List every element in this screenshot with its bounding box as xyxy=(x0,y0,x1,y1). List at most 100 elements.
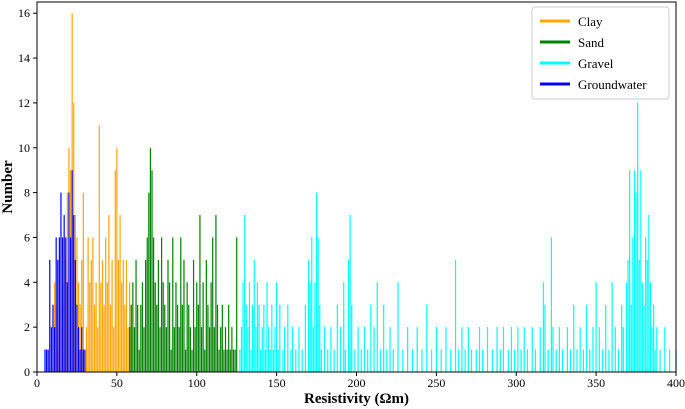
bar-clay xyxy=(93,304,96,372)
bar-gravel xyxy=(638,259,640,372)
bar-sand xyxy=(231,327,233,372)
bar-sand xyxy=(200,327,203,372)
bar-gravel xyxy=(357,327,359,372)
bar-sand xyxy=(133,327,136,372)
bar-clay xyxy=(116,147,118,372)
y-tick-label: 8 xyxy=(24,186,30,200)
bar-gravel xyxy=(470,349,473,372)
bar-sand xyxy=(228,304,230,372)
bar-gravel xyxy=(367,349,369,372)
x-axis-label: Resistivity (Ωm) xyxy=(304,391,409,407)
bar-gravel xyxy=(421,349,423,372)
bar-clay xyxy=(127,327,129,372)
bar-groundwater xyxy=(81,327,83,372)
bar-gravel xyxy=(534,349,537,372)
bar-gravel xyxy=(276,282,278,372)
bar-sand xyxy=(236,237,238,372)
bar-sand xyxy=(132,282,134,372)
bar-clay xyxy=(76,237,78,372)
x-tick-label: 0 xyxy=(34,376,40,390)
bar-gravel xyxy=(651,327,653,372)
bar-gravel xyxy=(507,349,509,372)
bar-clay xyxy=(90,259,92,372)
bar-gravel xyxy=(351,304,353,372)
bar-clay xyxy=(100,282,102,372)
bar-gravel xyxy=(258,304,260,372)
bar-clay xyxy=(101,259,104,372)
bar-clay xyxy=(106,282,108,372)
legend-label-gravel: Gravel xyxy=(578,56,614,71)
bar-gravel xyxy=(344,349,346,372)
bar-sand xyxy=(161,237,163,372)
bar-groundwater xyxy=(71,170,73,372)
bar-gravel xyxy=(544,304,546,372)
y-tick-label: 4 xyxy=(24,275,30,289)
bar-gravel xyxy=(386,349,388,372)
bar-sand xyxy=(173,327,175,372)
bar-clay xyxy=(79,304,81,372)
bar-gravel xyxy=(411,349,414,372)
bar-gravel xyxy=(486,327,489,372)
bar-gravel xyxy=(445,327,447,372)
bar-sand xyxy=(199,215,201,372)
bar-gravel xyxy=(320,349,322,372)
bar-gravel xyxy=(547,349,549,372)
bar-clay xyxy=(121,282,123,372)
bar-gravel xyxy=(245,304,247,372)
bar-gravel xyxy=(402,349,404,372)
bar-gravel xyxy=(290,349,292,372)
y-tick-label: 12 xyxy=(18,96,30,110)
bar-sand xyxy=(208,327,211,372)
bar-gravel xyxy=(649,282,652,372)
bar-gravel xyxy=(502,327,505,372)
bar-sand xyxy=(159,327,161,372)
bar-gravel xyxy=(664,327,666,372)
bar-sand xyxy=(162,282,164,372)
bar-gravel xyxy=(240,327,243,372)
bar-sand xyxy=(164,304,166,372)
bar-sand xyxy=(135,259,137,372)
bar-clay xyxy=(119,215,121,372)
bar-gravel xyxy=(373,327,375,372)
bar-clay xyxy=(97,327,99,372)
bar-sand xyxy=(148,192,150,372)
bar-sand xyxy=(146,237,148,372)
bar-clay xyxy=(109,304,112,372)
bar-gravel xyxy=(327,349,329,372)
bar-gravel xyxy=(633,170,636,372)
bar-gravel xyxy=(520,349,522,372)
bar-clay xyxy=(114,170,116,372)
bar-gravel xyxy=(552,327,554,372)
x-tick-label: 100 xyxy=(188,376,206,390)
bar-sand xyxy=(197,304,199,372)
bar-gravel xyxy=(315,192,318,372)
bar-groundwater xyxy=(63,215,65,372)
bar-groundwater xyxy=(79,349,81,372)
bar-gravel xyxy=(585,304,588,372)
bar-gravel xyxy=(654,349,656,372)
bar-sand xyxy=(181,304,183,372)
bar-gravel xyxy=(531,327,533,372)
bar-gravel xyxy=(253,259,255,372)
legend-box xyxy=(531,6,670,100)
bar-sand xyxy=(145,259,147,372)
bar-gravel xyxy=(454,259,457,372)
bar-gravel xyxy=(244,215,246,372)
bar-gravel xyxy=(301,349,303,372)
bar-gravel xyxy=(598,327,600,372)
bar-gravel xyxy=(269,349,271,372)
bar-groundwater xyxy=(68,192,70,372)
bar-gravel xyxy=(430,349,433,372)
bar-sand xyxy=(207,304,209,372)
bar-clay xyxy=(82,192,84,372)
bar-groundwater xyxy=(58,237,60,372)
bar-clay xyxy=(111,259,113,372)
bar-gravel xyxy=(282,349,284,372)
bar-sand xyxy=(213,327,215,372)
bar-gravel xyxy=(611,282,613,372)
bar-sand xyxy=(178,327,180,372)
bar-sand xyxy=(196,282,198,372)
bar-gravel xyxy=(491,349,493,372)
bar-clay xyxy=(89,282,91,372)
